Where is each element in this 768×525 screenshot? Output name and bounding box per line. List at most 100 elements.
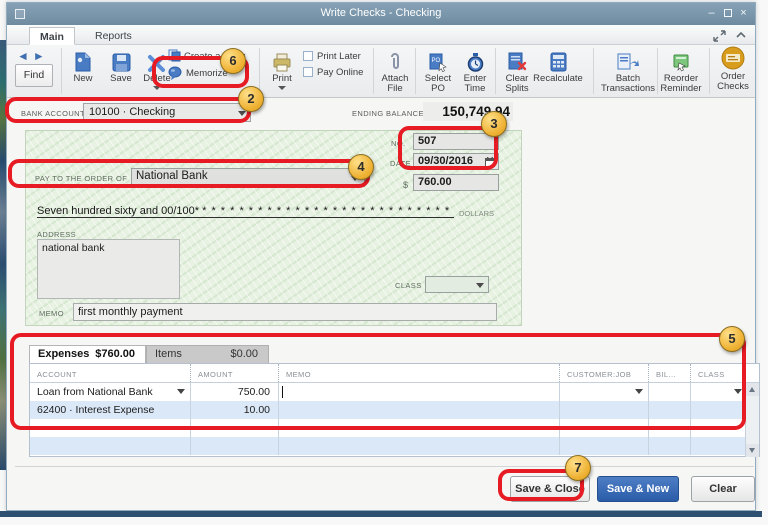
dollars-label: DOLLARS [459, 209, 495, 218]
account-cell[interactable] [30, 419, 190, 437]
select-po-button[interactable]: PO Select PO [419, 48, 457, 94]
memo-cell[interactable] [278, 383, 559, 401]
amount-cell[interactable]: 750.00 [190, 383, 278, 401]
callout-badge-3: 3 [481, 111, 507, 137]
column-header: CLASS [690, 364, 747, 382]
class-cell[interactable] [690, 419, 747, 437]
amount-cell[interactable] [190, 437, 278, 455]
select-po-icon: PO [429, 48, 448, 72]
clear-splits-icon [508, 48, 527, 72]
minimize-button[interactable]: – [708, 7, 715, 19]
clear-button[interactable]: Clear [691, 476, 755, 502]
divider [259, 48, 260, 94]
order-checks-icon [721, 46, 745, 70]
customer-job-cell[interactable] [559, 437, 648, 455]
print-later-checkbox[interactable]: Print Later [303, 50, 361, 62]
chevron-down-icon [476, 283, 484, 288]
print-dropdown-caret[interactable] [278, 86, 286, 90]
billable-cell[interactable] [648, 419, 690, 437]
copy-icon [168, 49, 181, 62]
ending-balance-label: ENDING BALANCE [352, 109, 424, 118]
background-window-edge [0, 511, 762, 517]
amount-words-text: Seven hundred sixty and 00/100* [37, 205, 200, 217]
close-button[interactable]: × [740, 7, 747, 19]
recalculate-icon [550, 48, 567, 72]
amount-words-fill: * * * * * * * * * * * * * * * * * * * * … [202, 205, 454, 217]
order-checks-button[interactable]: Order Checks [711, 46, 755, 92]
history-arrows[interactable]: ◄► [17, 49, 49, 63]
account-cell[interactable]: 62400 · Interest Expense [37, 404, 155, 416]
tab-expenses-amount: $760.00 [95, 348, 135, 360]
check-number-field[interactable]: 507 [413, 133, 499, 150]
chevron-down-icon [238, 111, 246, 116]
billable-cell[interactable] [648, 437, 690, 455]
memo-field[interactable]: first monthly payment [73, 303, 497, 321]
bank-account-dropdown[interactable]: 10100 · Checking [83, 103, 251, 122]
delete-dropdown-caret[interactable] [153, 86, 161, 90]
memo-cell[interactable] [278, 437, 559, 455]
batch-transactions-button[interactable]: Batch Transactions [597, 48, 659, 94]
new-button[interactable]: New [65, 48, 101, 84]
svg-text:PO: PO [431, 58, 440, 64]
date-value: 09/30/2016 [418, 155, 474, 167]
toolbar-label: Attach File [381, 73, 409, 94]
class-cell[interactable] [690, 383, 747, 401]
vertical-scrollbar[interactable] [745, 383, 759, 457]
account-cell[interactable]: Loan from National Bank [30, 383, 190, 401]
billable-cell[interactable] [648, 401, 690, 419]
memo-cell[interactable] [278, 401, 559, 419]
find-button[interactable]: Find [15, 64, 53, 87]
table-row [30, 419, 759, 437]
customer-job-cell[interactable] [559, 419, 648, 437]
amount-cell[interactable]: 10.00 [190, 401, 278, 419]
attach-file-icon [389, 48, 401, 72]
billable-cell[interactable] [648, 383, 690, 401]
class-dropdown[interactable] [425, 276, 489, 293]
save-new-button[interactable]: Save & New [597, 476, 679, 502]
attach-file-button[interactable]: Attach File [377, 48, 413, 94]
reorder-reminder-icon [671, 48, 691, 72]
checkbox-icon [303, 51, 313, 61]
class-cell[interactable] [690, 437, 747, 455]
chevron-down-icon [635, 389, 643, 394]
scroll-down-icon[interactable] [746, 444, 759, 457]
print-button[interactable]: Print [265, 48, 299, 90]
customer-job-cell[interactable] [559, 401, 648, 419]
account-cell[interactable] [30, 437, 190, 455]
divider [709, 48, 710, 94]
amount-field[interactable]: 760.00 [413, 174, 499, 191]
table-row [30, 437, 759, 455]
tab-reports[interactable]: Reports [95, 30, 132, 42]
class-label: CLASS [395, 281, 422, 290]
memo-cell[interactable] [278, 419, 559, 437]
calendar-icon[interactable] [485, 157, 495, 167]
chevron-down-icon [734, 389, 742, 394]
recalculate-button[interactable]: Recalculate [527, 48, 589, 84]
payee-dropdown[interactable]: National Bank [131, 168, 365, 187]
save-button[interactable]: Save [103, 48, 139, 84]
date-field[interactable]: 09/30/2016 [413, 153, 499, 170]
class-cell[interactable] [690, 401, 747, 419]
batch-transactions-icon [617, 48, 639, 72]
pay-online-checkbox[interactable]: Pay Online [303, 66, 363, 78]
address-field[interactable]: national bank [37, 239, 180, 299]
amount-in-words: Seven hundred sixty and 00/100* * * * * … [37, 205, 454, 218]
maximize-icon [723, 9, 732, 17]
customer-job-cell[interactable] [559, 383, 648, 401]
memorize-button[interactable]: Memorize [168, 66, 228, 80]
amount-cell[interactable] [190, 419, 278, 437]
column-header: MEMO [278, 364, 559, 382]
scroll-up-icon[interactable] [746, 383, 759, 396]
tab-items[interactable]: Items $0.00 [146, 345, 269, 363]
maximize-button[interactable] [720, 6, 735, 21]
column-header: BIL... [648, 364, 690, 382]
tab-main[interactable]: Main [29, 27, 75, 45]
enter-time-button[interactable]: Enter Time [458, 48, 492, 94]
undock-icon[interactable] [713, 30, 727, 42]
collapse-ribbon-icon[interactable] [735, 30, 749, 42]
clear-splits-button[interactable]: Clear Splits [499, 48, 535, 94]
reorder-reminder-button[interactable]: Reorder Reminder [654, 48, 708, 94]
divider [593, 48, 594, 94]
tab-expenses[interactable]: Expenses $760.00 [29, 345, 146, 363]
toolbar-label: Batch Transactions [600, 73, 656, 94]
